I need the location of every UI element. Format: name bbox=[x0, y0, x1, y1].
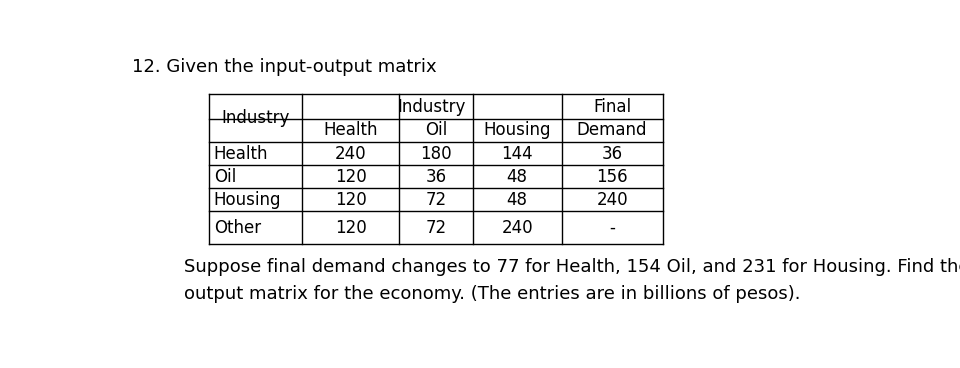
Text: -: - bbox=[610, 219, 615, 237]
Text: Suppose final demand changes to 77 for Health, 154 Oil, and 231 for Housing. Fin: Suppose final demand changes to 77 for H… bbox=[184, 258, 960, 302]
Text: Oil: Oil bbox=[424, 121, 447, 139]
Text: 240: 240 bbox=[501, 219, 533, 237]
Text: Industry: Industry bbox=[397, 98, 467, 116]
Text: 36: 36 bbox=[602, 145, 623, 163]
Text: 72: 72 bbox=[425, 219, 446, 237]
Text: Final: Final bbox=[593, 98, 631, 116]
Text: Housing: Housing bbox=[214, 191, 281, 209]
Text: 12. Given the input-output matrix: 12. Given the input-output matrix bbox=[132, 58, 436, 76]
Text: Industry: Industry bbox=[222, 109, 290, 127]
Text: 180: 180 bbox=[420, 145, 451, 163]
Text: 240: 240 bbox=[335, 145, 367, 163]
Text: 240: 240 bbox=[596, 191, 628, 209]
Text: 48: 48 bbox=[507, 191, 528, 209]
Text: Other: Other bbox=[214, 219, 261, 237]
Text: 144: 144 bbox=[501, 145, 533, 163]
Text: 120: 120 bbox=[335, 191, 367, 209]
Text: 156: 156 bbox=[596, 167, 628, 185]
Text: Oil: Oil bbox=[214, 167, 236, 185]
Text: 120: 120 bbox=[335, 219, 367, 237]
Text: 72: 72 bbox=[425, 191, 446, 209]
Text: Health: Health bbox=[324, 121, 378, 139]
Text: 36: 36 bbox=[425, 167, 446, 185]
Text: Demand: Demand bbox=[577, 121, 647, 139]
Text: Housing: Housing bbox=[484, 121, 551, 139]
Text: 120: 120 bbox=[335, 167, 367, 185]
Text: 48: 48 bbox=[507, 167, 528, 185]
Text: Health: Health bbox=[214, 145, 268, 163]
